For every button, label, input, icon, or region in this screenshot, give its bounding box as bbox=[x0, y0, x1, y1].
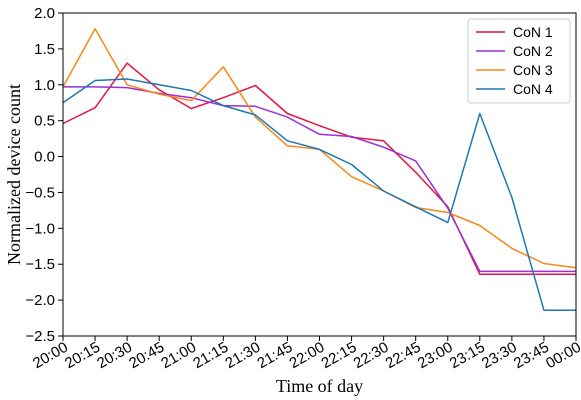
y-tick-label: 0.0 bbox=[34, 149, 55, 166]
y-tick-label: 1.0 bbox=[34, 77, 55, 94]
x-axis: 20:0020:1520:3020:4521:0021:1521:3021:45… bbox=[30, 336, 581, 372]
x-axis-title: Time of day bbox=[276, 376, 363, 396]
series-line-con-2 bbox=[63, 86, 576, 273]
legend-box bbox=[467, 18, 571, 104]
y-axis-title: Normalized device count bbox=[4, 84, 24, 265]
series-line-con-4 bbox=[62, 78, 576, 311]
y-tick-label: 1.5 bbox=[34, 41, 55, 58]
y-tick-label: −1.5 bbox=[25, 256, 55, 273]
y-tick-label: −2.0 bbox=[25, 292, 55, 309]
legend-label: CoN 2 bbox=[513, 43, 553, 59]
plot-lines bbox=[62, 28, 577, 311]
y-tick-label: −1.0 bbox=[25, 220, 55, 237]
y-tick-label: −2.5 bbox=[25, 328, 55, 345]
legend-label: CoN 4 bbox=[513, 81, 553, 97]
y-tick-label: 0.5 bbox=[34, 113, 55, 130]
y-tick-label: −0.5 bbox=[25, 184, 55, 201]
y-tick-label: 2.0 bbox=[34, 5, 55, 22]
series-line-con-1 bbox=[62, 62, 576, 276]
legend-label: CoN 3 bbox=[513, 62, 553, 78]
y-axis: 2.0 1.5 1.0 0.5 0.0 −0.5 −1.0 −1.5 −2.0 −2.5 bbox=[25, 5, 63, 345]
x-tick-label: 00:00 bbox=[543, 339, 581, 372]
legend-label: CoN 1 bbox=[513, 24, 553, 40]
legend: CoN 1 CoN 2 CoN 3 CoN 4 bbox=[467, 18, 571, 104]
